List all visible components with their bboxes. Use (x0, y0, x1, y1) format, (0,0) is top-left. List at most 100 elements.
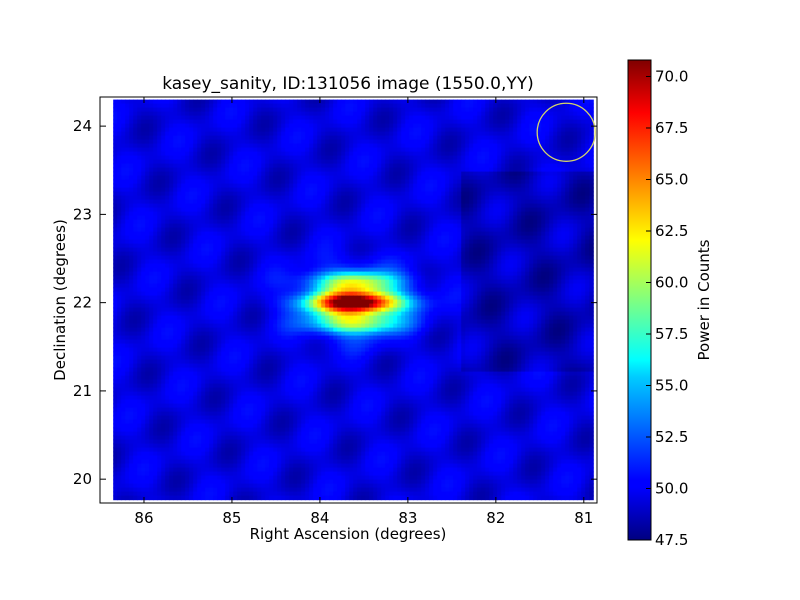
heatmap-cell (497, 107, 502, 113)
heatmap-cell (149, 191, 154, 197)
chart-title: kasey_sanity, ID:131056 image (1550.0,YY… (162, 74, 534, 94)
heatmap-cell (401, 247, 406, 253)
heatmap-cell (377, 195, 382, 201)
heatmap-cell (233, 139, 238, 145)
heatmap-cell (497, 159, 502, 165)
heatmap-cell (201, 243, 206, 249)
heatmap-cell (165, 179, 170, 185)
heatmap-cell (521, 247, 526, 253)
heatmap-cell (169, 155, 174, 161)
heatmap-cell (121, 147, 126, 153)
heatmap-cell (533, 215, 538, 221)
heatmap-cell (381, 255, 386, 261)
heatmap-cell (185, 243, 190, 249)
heatmap-cell (221, 159, 226, 165)
heatmap-cell (157, 127, 162, 133)
heatmap-cell (433, 235, 438, 241)
heatmap-cell (365, 207, 370, 213)
heatmap-cell (129, 151, 134, 157)
heatmap-cell (189, 119, 194, 125)
heatmap-cell (285, 203, 290, 209)
heatmap-cell (117, 107, 122, 113)
heatmap-cell (229, 247, 234, 253)
heatmap-cell (461, 199, 466, 205)
heatmap-cell (473, 107, 478, 113)
heatmap-cell (141, 151, 146, 157)
heatmap-cell (441, 191, 446, 197)
heatmap-cell (285, 171, 290, 177)
heatmap-cell (361, 163, 366, 169)
heatmap-cell (133, 135, 138, 141)
heatmap-cell (369, 127, 374, 133)
heatmap-cell (529, 155, 534, 161)
heatmap-cell (557, 143, 562, 149)
heatmap-cell (293, 199, 298, 205)
heatmap-cell (301, 115, 306, 121)
heatmap-cell (453, 259, 458, 265)
heatmap-cell (373, 247, 378, 253)
heatmap-cell (369, 163, 374, 169)
heatmap-cell (381, 199, 386, 205)
heatmap-cell (513, 251, 518, 257)
heatmap-cell (425, 227, 430, 233)
heatmap-cell (493, 131, 498, 137)
heatmap-cell (409, 219, 414, 225)
heatmap-cell (241, 151, 246, 157)
heatmap-cell (321, 223, 326, 229)
heatmap-cell (361, 119, 366, 125)
heatmap-cell (377, 191, 382, 197)
heatmap-cell (513, 239, 518, 245)
heatmap-cell (297, 183, 302, 189)
heatmap-cell (297, 231, 302, 237)
heatmap-cell (333, 119, 338, 125)
heatmap-cell (301, 175, 306, 181)
heatmap-cell (121, 195, 126, 201)
heatmap-cell (565, 167, 570, 173)
heatmap-cell (425, 231, 430, 237)
heatmap-cell (257, 155, 262, 161)
heatmap-cell (517, 123, 522, 129)
heatmap-cell (197, 191, 202, 197)
heatmap-cell (425, 171, 430, 177)
heatmap-cell (241, 163, 246, 169)
heatmap-cell (509, 155, 514, 161)
heatmap-cell (241, 115, 246, 121)
heatmap-cell (221, 215, 226, 221)
heatmap-cell (353, 259, 358, 265)
heatmap-cell (325, 143, 330, 149)
heatmap-cell (257, 107, 262, 113)
heatmap-cell (477, 107, 482, 113)
heatmap-cell (417, 239, 422, 245)
heatmap-cell (377, 187, 382, 193)
heatmap-cell (305, 115, 310, 121)
heatmap-cell (305, 191, 310, 197)
heatmap-cell (529, 115, 534, 121)
heatmap-cell (265, 191, 270, 197)
heatmap-cell (529, 171, 534, 177)
heatmap-cell (117, 211, 122, 217)
heatmap-cell (389, 187, 394, 193)
heatmap-cell (293, 111, 298, 117)
heatmap-cell (549, 199, 554, 205)
heatmap-cell (549, 151, 554, 157)
heatmap-cell (493, 135, 498, 141)
heatmap-cell (517, 163, 522, 169)
heatmap-cell (377, 211, 382, 217)
heatmap-cell (345, 239, 350, 245)
heatmap-cell (517, 143, 522, 149)
heatmap-cell (461, 183, 466, 189)
heatmap-cell (513, 115, 518, 121)
heatmap-cell (433, 203, 438, 209)
heatmap-cell (481, 195, 486, 201)
heatmap-cell (345, 219, 350, 225)
heatmap-cell (213, 135, 218, 141)
heatmap-cell (517, 171, 522, 177)
heatmap-cell (201, 219, 206, 225)
heatmap-cell (149, 247, 154, 253)
heatmap-cell (377, 259, 382, 265)
heatmap-cell (533, 127, 538, 133)
heatmap-cell (261, 171, 266, 177)
heatmap-cell (385, 219, 390, 225)
heatmap-cell (437, 143, 442, 149)
